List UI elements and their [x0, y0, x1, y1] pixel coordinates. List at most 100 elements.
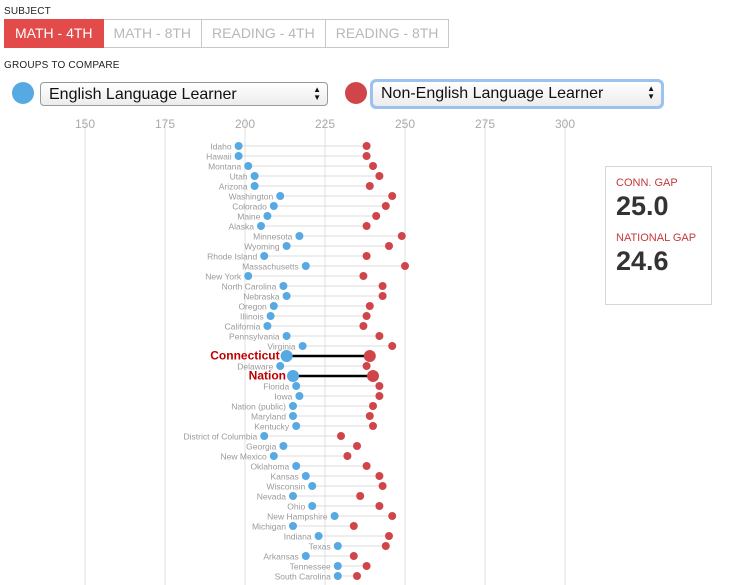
- row-label: Minnesota: [253, 232, 292, 242]
- ell-point: [250, 182, 259, 190]
- ell-point: [279, 442, 288, 450]
- row-label: Michigan: [252, 522, 286, 532]
- x-tick-label: 175: [155, 117, 175, 131]
- x-tick-label: 225: [315, 117, 335, 131]
- row-label: Nevada: [257, 492, 287, 502]
- ell-point: [257, 222, 265, 230]
- row-label: Oklahoma: [250, 462, 289, 472]
- ell-point: [308, 502, 317, 510]
- row-label: California: [224, 322, 260, 332]
- ell-point: [314, 532, 323, 540]
- group-b-select[interactable]: Non-English Language Learner ▲ ▼: [370, 79, 664, 109]
- non-ell-point: [362, 362, 371, 370]
- tab-reading-8th[interactable]: READING - 8TH: [325, 19, 450, 48]
- row-label: Rhode Island: [207, 252, 257, 262]
- ell-point: [295, 232, 304, 240]
- row-label: New York: [205, 272, 242, 282]
- tab-reading-4th[interactable]: READING - 4TH: [202, 19, 326, 48]
- non-ell-point: [337, 432, 345, 440]
- row-label: Washington: [229, 192, 274, 202]
- ell-point: [280, 350, 293, 362]
- ell-point: [282, 292, 291, 300]
- non-ell-point: [353, 442, 361, 450]
- non-ell-point: [381, 202, 390, 210]
- non-ell-point: [362, 152, 371, 160]
- group-b-color-dot: [345, 82, 367, 104]
- row-label: Massachusetts: [242, 262, 299, 272]
- group-a-select[interactable]: English Language Learner ▲ ▼: [40, 82, 328, 106]
- non-ell-point: [388, 342, 397, 350]
- ell-point: [269, 202, 278, 210]
- ell-point: [292, 382, 301, 390]
- row-label: Illinois: [240, 312, 264, 322]
- national-gap-value: 24.6: [616, 246, 669, 276]
- ell-point: [289, 522, 297, 530]
- ell-point: [234, 142, 243, 150]
- non-ell-point: [362, 312, 371, 320]
- row-label: Arkansas: [263, 552, 298, 562]
- tab-math-4th[interactable]: MATH - 4TH: [4, 19, 104, 48]
- row-label: Tennessee: [290, 562, 331, 572]
- row-label: Montana: [208, 162, 241, 172]
- ell-point: [279, 282, 288, 290]
- ell-point: [308, 482, 317, 490]
- ell-point: [287, 370, 299, 382]
- ell-point: [301, 262, 310, 270]
- non-ell-point: [359, 322, 368, 330]
- non-ell-point: [369, 402, 377, 410]
- non-ell-point: [397, 232, 406, 240]
- ell-point: [266, 312, 275, 320]
- row-label: Connecticut: [210, 349, 279, 363]
- row-label: Iowa: [274, 392, 292, 402]
- row-label: Virginia: [267, 342, 295, 352]
- row-label: Nation (public): [231, 402, 286, 412]
- row-label: Wisconsin: [266, 482, 305, 492]
- non-ell-point: [372, 212, 381, 220]
- non-ell-point: [349, 552, 358, 560]
- x-tick-label: 250: [395, 117, 415, 131]
- select-arrows-icon: ▲ ▼: [647, 84, 655, 101]
- row-label: Hawaii: [206, 152, 232, 162]
- conn-gap-value: 25.0: [616, 191, 669, 221]
- row-label: Pennsylvania: [229, 332, 280, 342]
- non-ell-point: [365, 412, 374, 420]
- subject-label: SUBJECT: [4, 6, 51, 17]
- row-label: Indiana: [284, 532, 312, 542]
- row-label: New Mexico: [221, 452, 268, 462]
- ell-point: [298, 342, 307, 350]
- non-ell-point: [359, 272, 368, 280]
- non-ell-point: [349, 522, 358, 530]
- non-ell-point: [385, 242, 393, 250]
- ell-point: [269, 452, 278, 460]
- row-label: Kentucky: [254, 422, 290, 432]
- tab-math-8th[interactable]: MATH - 8TH: [103, 19, 203, 48]
- row-label: Nation: [249, 369, 286, 383]
- group-a-select-value: English Language Learner: [49, 86, 237, 103]
- non-ell-point: [362, 252, 371, 260]
- x-tick-label: 200: [235, 117, 255, 131]
- non-ell-point: [375, 332, 384, 340]
- row-label: Utah: [230, 172, 248, 182]
- ell-point: [295, 392, 304, 400]
- row-label: Florida: [263, 382, 289, 392]
- non-ell-point: [362, 462, 371, 470]
- non-ell-point: [388, 192, 397, 200]
- row-label: Kansas: [270, 472, 298, 482]
- row-label: New Hampshire: [267, 512, 328, 522]
- conn-gap-label: CONN. GAP: [616, 177, 678, 189]
- ell-point: [289, 492, 297, 500]
- row-label: Colorado: [232, 202, 267, 212]
- row-label: Nebraska: [243, 292, 280, 302]
- non-ell-point: [381, 542, 390, 550]
- non-ell-point: [362, 142, 371, 150]
- ell-point: [244, 162, 253, 170]
- ell-point: [301, 472, 310, 480]
- non-ell-point: [343, 452, 352, 460]
- non-ell-point: [388, 512, 397, 520]
- non-ell-point: [375, 392, 384, 400]
- national-gap-label: NATIONAL GAP: [616, 232, 697, 244]
- group-a-color-dot: [12, 82, 34, 104]
- non-ell-point: [375, 382, 384, 390]
- ell-point: [282, 242, 291, 250]
- row-label: Oregon: [238, 302, 267, 312]
